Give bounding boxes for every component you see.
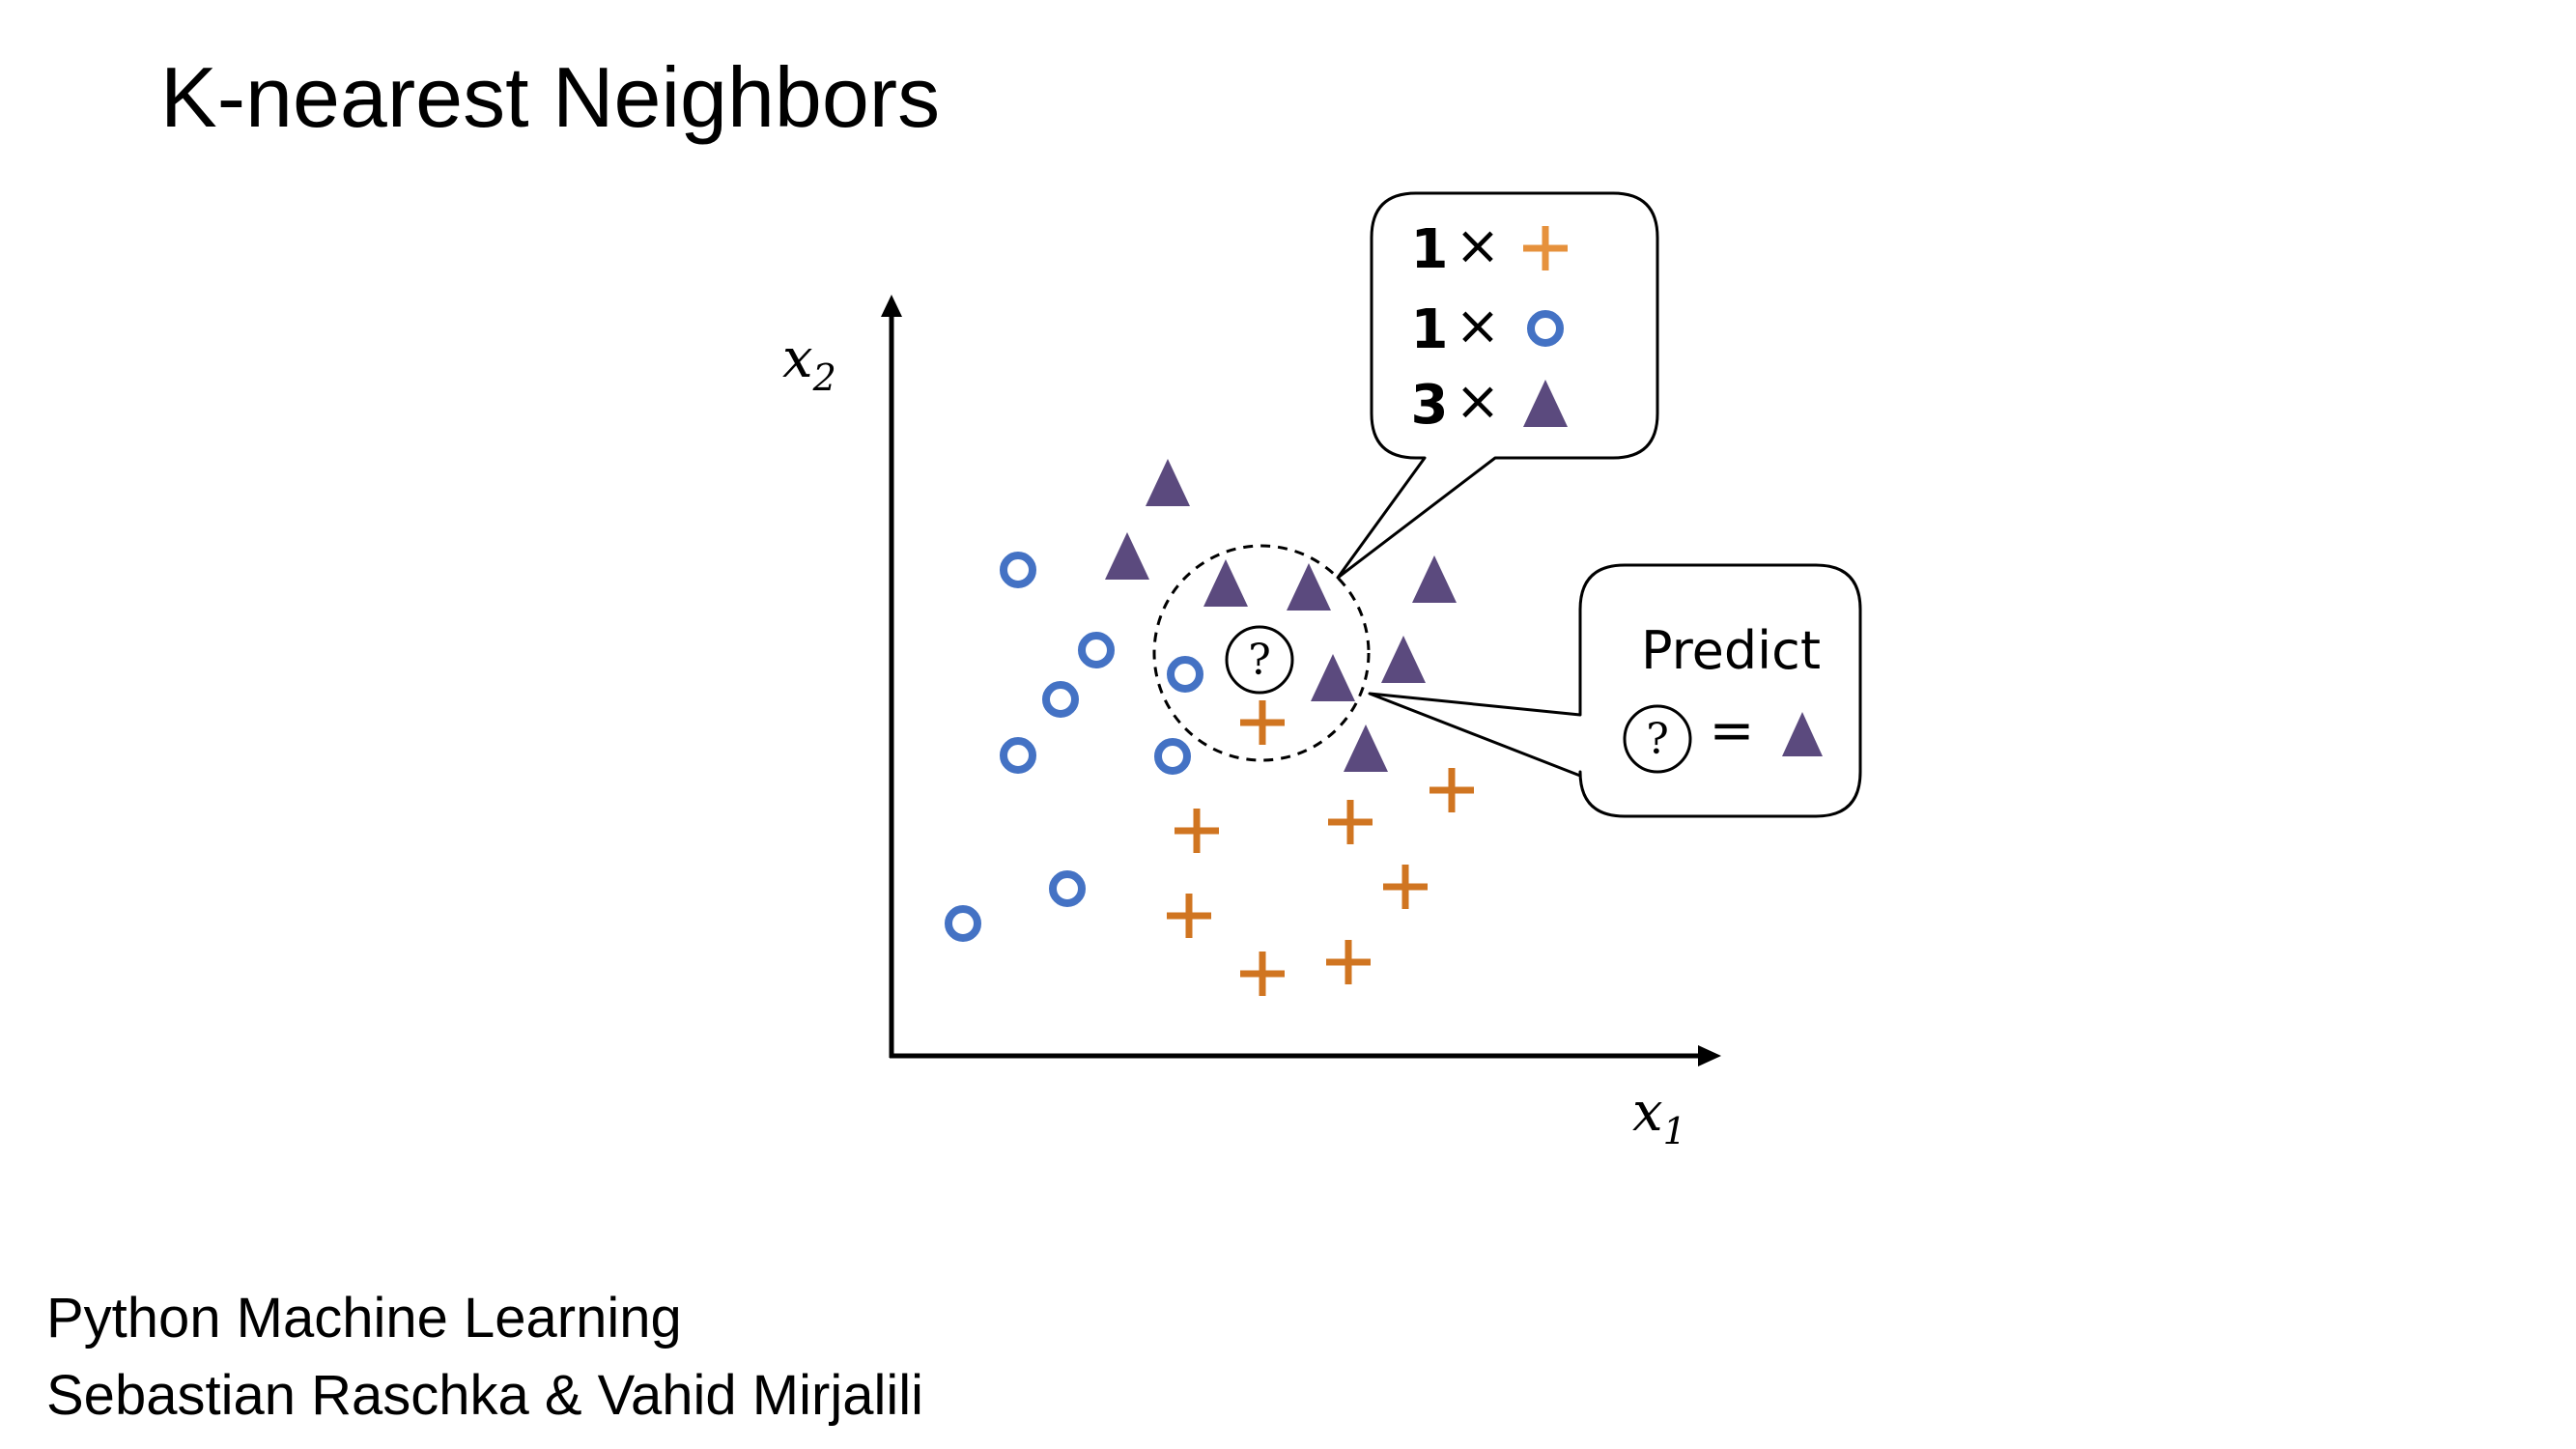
plus-point [1240,700,1285,745]
query-point-symbol: ? [1248,636,1271,685]
slide-title: K-nearest Neighbors [160,49,941,145]
query-point: ? [1225,625,1294,695]
circle-point [1049,870,1086,907]
triangle-point [1146,459,1190,506]
x-axis-label: x1 [1632,1081,1686,1152]
plus-point [1430,768,1474,812]
plus-point [1167,894,1211,938]
circle-point [1154,738,1191,775]
y-axis-label-subscript: 2 [812,356,836,399]
plus-point [1326,940,1371,984]
predict-label: Predict [1641,620,1821,681]
triangle-point [1311,654,1355,701]
triangle-point [1203,559,1248,607]
vote-times-sign: × [1456,214,1501,277]
triangle-point [1344,724,1388,772]
vote-rows: 1 ×1 ×3 × [1411,214,1568,437]
y-axis-label: x2 [782,327,836,399]
query-point-circle [1225,625,1294,695]
predict-query-circle [1623,704,1692,774]
vote-times-sign: × [1456,370,1501,433]
credits-book-title: Python Machine Learning [46,1287,682,1350]
circle-point [1042,681,1079,718]
predict-callout: Predict ? = [1368,563,1862,818]
vote-times-sign: × [1456,295,1501,357]
plus-point [1175,809,1219,853]
credits-authors: Sebastian Raschka & Vahid Mirjalili [46,1364,924,1427]
predict-query-symbol: ? [1646,715,1669,764]
axes [881,295,1721,1066]
triangle-point [1412,555,1457,603]
circle-point [1167,656,1203,693]
y-axis-arrow-icon [881,295,902,317]
circle-point [1000,737,1036,774]
vote-triangle-icon [1523,380,1568,427]
triangle-point [1287,563,1331,611]
circle-point [1000,552,1036,588]
predict-equals-sign: = [1710,699,1755,762]
circle-point [1078,632,1115,668]
y-axis-label-main: x [782,327,813,390]
vote-count: 1 [1411,298,1449,361]
k-neighborhood-circle [1152,544,1371,762]
predict-callout-bubble [1368,563,1862,818]
plus-point [1383,865,1428,909]
vote-circle-icon [1527,310,1564,347]
plus-point [1328,800,1373,844]
triangle-point [1381,636,1426,683]
triangle-point [1105,532,1149,580]
vote-callout-bubble [1336,191,1659,580]
circle-point [945,905,981,942]
vote-count: 1 [1411,218,1449,281]
vote-plus-icon [1523,226,1568,270]
data-points [945,459,1474,996]
vote-callout: 1 ×1 ×3 × [1336,191,1659,580]
credits: Python Machine Learning Sebastian Raschk… [46,1280,923,1435]
vote-count: 3 [1411,374,1449,437]
x-axis-arrow-icon [1698,1045,1721,1066]
x-axis-label-subscript: 1 [1663,1110,1686,1152]
predict-result-triangle-icon [1782,712,1823,756]
plus-point [1240,952,1285,996]
x-axis-label-main: x [1632,1081,1663,1144]
